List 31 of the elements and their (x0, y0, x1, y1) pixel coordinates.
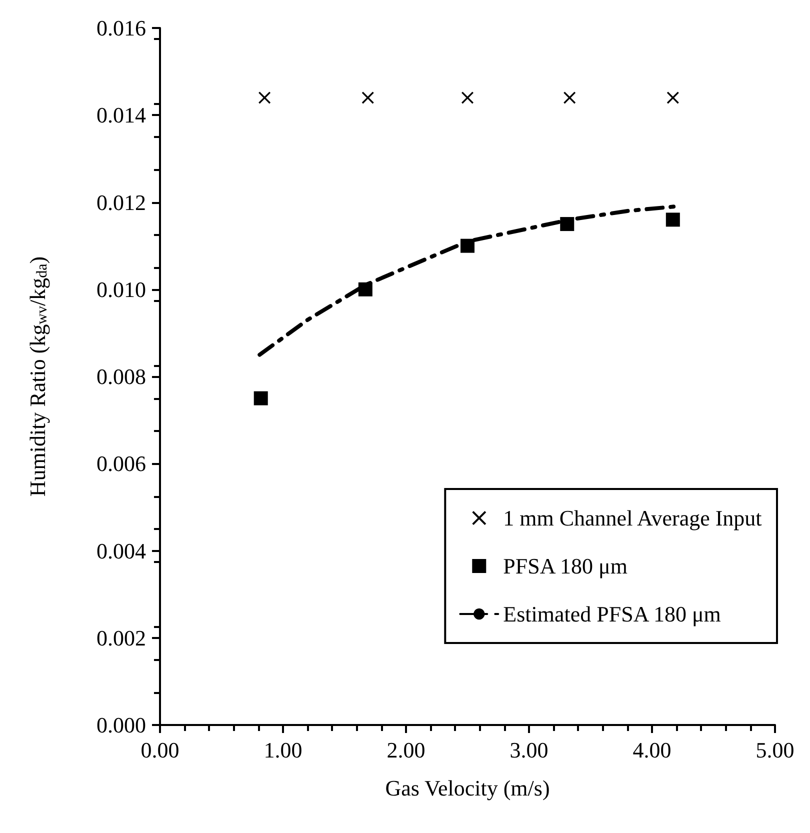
y-tick-label: 0.008 (96, 364, 146, 389)
point (258, 92, 271, 104)
point (462, 92, 474, 104)
y-tick-label: 0.000 (96, 712, 146, 738)
x-tick-label: 5.00 (756, 738, 794, 762)
legend-label: PFSA 180 μm (503, 554, 628, 578)
y-axis-title: Humidity Ratio (kgwv/kgda) (25, 256, 50, 497)
point (666, 92, 679, 104)
y-tick-label: 0.014 (96, 102, 146, 128)
point (254, 391, 268, 406)
legend-label: 1 mm Channel Average Input (503, 506, 762, 530)
x-tick-label: 3.00 (510, 738, 548, 762)
x-axis-title: Gas Velocity (m/s) (385, 776, 550, 800)
point (564, 92, 576, 104)
point (358, 282, 372, 296)
y-tick-label: 0.006 (96, 451, 146, 476)
x-tick-label: 2.00 (386, 738, 426, 762)
x-tick-label: 1.00 (264, 738, 302, 762)
x-tick-label: 4.00 (632, 738, 672, 762)
y-tick-label: 0.012 (96, 190, 146, 215)
point (460, 238, 474, 253)
point (666, 212, 680, 227)
point (362, 92, 374, 104)
point (560, 217, 574, 232)
y-tick-label: 0.004 (96, 538, 146, 564)
line-series (258, 204, 676, 357)
legend-label: Estimated PFSA 180 μm (503, 602, 721, 626)
y-tick-label: 0.010 (96, 276, 146, 302)
y-tick-label: 0.002 (96, 625, 146, 650)
x-tick-label: 0.00 (140, 738, 180, 762)
y-tick-label: 0.016 (96, 16, 146, 40)
